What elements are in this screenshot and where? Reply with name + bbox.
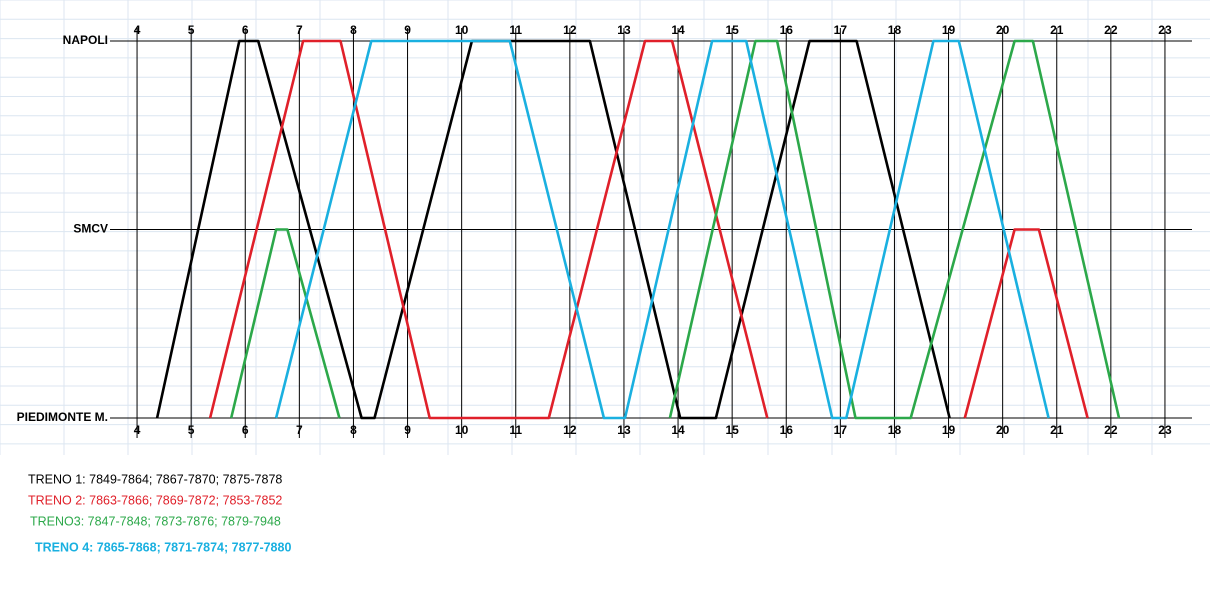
legend-entry: TRENO 1: 7849-7864; 7867-7870; 7875-7878	[28, 472, 282, 486]
x-tick-label-top: 5	[188, 23, 195, 37]
x-tick-label-top: 19	[942, 23, 956, 37]
train-path	[208, 39, 1089, 420]
x-tick-label-top: 12	[563, 23, 577, 37]
train-path	[229, 39, 1121, 420]
x-tick-label-bottom: 4	[134, 423, 141, 437]
x-tick-label-bottom: 18	[888, 423, 902, 437]
x-tick-label-bottom: 11	[509, 423, 522, 437]
x-tick-label-top: 9	[404, 23, 411, 37]
x-tick-label-bottom: 7	[296, 423, 303, 437]
x-tick-label-bottom: 6	[242, 423, 249, 437]
x-tick-label-bottom: 5	[188, 423, 195, 437]
x-tick-label-bottom: 17	[834, 423, 848, 437]
x-tick-label-top: 8	[350, 23, 357, 37]
x-tick-label-top: 10	[455, 23, 469, 37]
x-tick-label-top: 17	[834, 23, 848, 37]
x-tick-label-top: 7	[296, 23, 303, 37]
x-tick-label-top: 6	[242, 23, 249, 37]
x-tick-label-top: 20	[996, 23, 1010, 37]
x-tick-label-bottom: 21	[1050, 423, 1064, 437]
legend-entry: TRENO 2: 7863-7866; 7869-7872; 7853-7852	[28, 493, 282, 507]
x-tick-label-bottom: 10	[455, 423, 469, 437]
station-label: NAPOLI	[63, 33, 108, 47]
x-tick-label-bottom: 9	[404, 423, 411, 437]
train-path	[155, 39, 951, 420]
x-tick-label-top: 4	[134, 23, 141, 37]
x-tick-label-top: 11	[509, 23, 522, 37]
x-tick-label-top: 15	[725, 23, 739, 37]
x-tick-label-top: 23	[1158, 23, 1172, 37]
sheet-grid	[0, 0, 1210, 455]
x-tick-label-top: 16	[780, 23, 794, 37]
x-tick-label-bottom: 16	[780, 423, 794, 437]
x-tick-label-top: 21	[1050, 23, 1064, 37]
x-tick-label-bottom: 15	[725, 423, 739, 437]
x-tick-label-bottom: 12	[563, 423, 577, 437]
train-path	[274, 39, 1050, 420]
station-label: SMCV	[73, 222, 108, 236]
x-tick-label-bottom: 20	[996, 423, 1010, 437]
x-tick-label-top: 18	[888, 23, 902, 37]
x-tick-label-bottom: 14	[671, 423, 685, 437]
station-label: PIEDIMONTE M.	[17, 410, 108, 424]
legend-entry: TRENO 4: 7865-7868; 7871-7874; 7877-7880	[35, 540, 291, 554]
x-tick-label-top: 22	[1104, 23, 1118, 37]
x-tick-label-bottom: 22	[1104, 423, 1118, 437]
x-tick-label-bottom: 8	[350, 423, 357, 437]
x-tick-label-bottom: 19	[942, 423, 956, 437]
x-tick-label-top: 14	[671, 23, 685, 37]
x-tick-label-bottom: 13	[617, 423, 631, 437]
legend-entry: TRENO3: 7847-7848; 7873-7876; 7879-7948	[30, 514, 281, 528]
x-tick-label-top: 13	[617, 23, 631, 37]
x-tick-label-bottom: 23	[1158, 423, 1172, 437]
